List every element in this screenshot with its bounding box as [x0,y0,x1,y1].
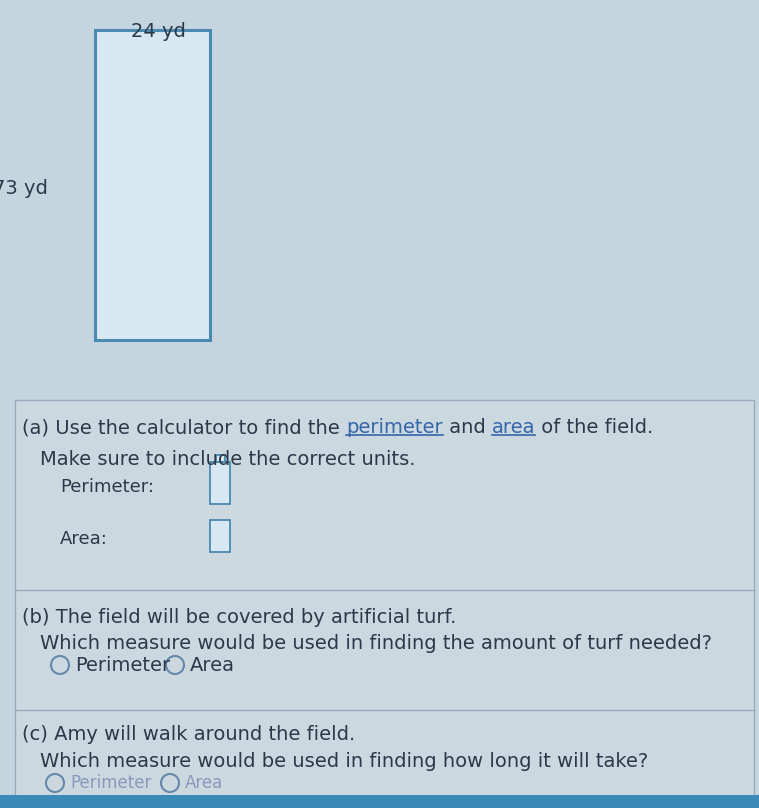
Text: area: area [492,418,535,437]
Bar [15,400,754,808]
Bar [216,455,225,462]
Text: Perimeter: Perimeter [70,774,151,792]
Text: Perimeter: Perimeter [75,656,170,675]
Bar [0,795,759,808]
Text: 24 yd: 24 yd [131,22,185,41]
Text: Which measure would be used in finding the amount of turf needed?: Which measure would be used in finding t… [40,634,712,653]
Text: (c) Amy will walk around the field.: (c) Amy will walk around the field. [22,725,355,744]
Text: Make sure to include the correct units.: Make sure to include the correct units. [40,450,415,469]
Text: Area: Area [190,656,235,675]
Text: (b) The field will be covered by artificial turf.: (b) The field will be covered by artific… [22,608,456,627]
Bar [210,462,230,504]
Text: of the field.: of the field. [535,418,653,437]
Text: and: and [442,418,492,437]
Text: Which measure would be used in finding how long it will take?: Which measure would be used in finding h… [40,752,648,771]
Text: 73 yd: 73 yd [0,179,48,197]
Text: Area: Area [185,774,223,792]
Bar [95,30,210,340]
Text: Perimeter:: Perimeter: [60,478,154,496]
Text: perimeter: perimeter [346,418,442,437]
Bar [210,520,230,552]
Text: (a) Use the calculator to find the: (a) Use the calculator to find the [22,418,346,437]
Text: Area:: Area: [60,530,108,548]
